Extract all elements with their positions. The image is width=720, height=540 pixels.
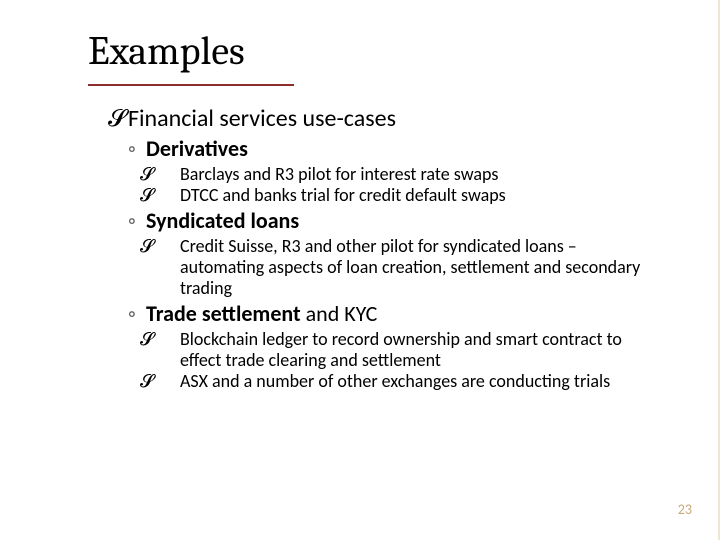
- bullet-lvl2: ◦Trade settlement and KYC: [128, 300, 670, 327]
- swirl-icon: 𝓢: [160, 164, 180, 185]
- swirl-icon: 𝓢: [108, 106, 128, 133]
- bullet-lvl3: 𝓢ASX and a number of other exchanges are…: [180, 371, 670, 392]
- page-number: 23: [678, 501, 692, 518]
- bullet-lvl3: 𝓢Barclays and R3 pilot for interest rate…: [180, 164, 670, 185]
- lvl3-text: Credit Suisse, R3 and other pilot for sy…: [180, 235, 640, 298]
- swirl-icon: 𝓢: [160, 329, 180, 350]
- title-underline: [88, 84, 294, 86]
- lvl2-plain: and KYC: [301, 300, 378, 327]
- circle-bullet-icon: ◦: [128, 207, 146, 234]
- swirl-icon: 𝓢: [160, 371, 180, 392]
- bullet-lvl2: ◦Derivatives: [128, 135, 670, 162]
- lvl1-text: Financial services use-cases: [128, 104, 396, 133]
- slide: Examples 𝓢Financial services use-cases ◦…: [0, 0, 720, 540]
- lvl2-bold: Trade settlement: [146, 300, 301, 327]
- lvl2-bold: Syndicated loans: [146, 207, 299, 234]
- lvl3-text: ASX and a number of other exchanges are …: [180, 370, 610, 392]
- lvl3-text: Blockchain ledger to record ownership an…: [180, 328, 622, 371]
- lvl3-text: DTCC and banks trial for credit default …: [180, 184, 506, 206]
- slide-title: Examples: [88, 28, 245, 74]
- bullet-lvl1: 𝓢Financial services use-cases: [108, 104, 670, 133]
- bullet-lvl2: ◦Syndicated loans: [128, 207, 670, 234]
- bullet-lvl3: 𝓢Credit Suisse, R3 and other pilot for s…: [180, 236, 670, 298]
- swirl-icon: 𝓢: [160, 185, 180, 206]
- lvl2-bold: Derivatives: [146, 135, 248, 162]
- swirl-icon: 𝓢: [160, 236, 180, 257]
- bullet-lvl3: 𝓢DTCC and banks trial for credit default…: [180, 185, 670, 206]
- bullet-lvl3: 𝓢Blockchain ledger to record ownership a…: [180, 329, 670, 370]
- lvl3-text: Barclays and R3 pilot for interest rate …: [180, 163, 498, 185]
- circle-bullet-icon: ◦: [128, 135, 146, 162]
- circle-bullet-icon: ◦: [128, 300, 146, 327]
- slide-content: 𝓢Financial services use-cases ◦Derivativ…: [108, 104, 670, 392]
